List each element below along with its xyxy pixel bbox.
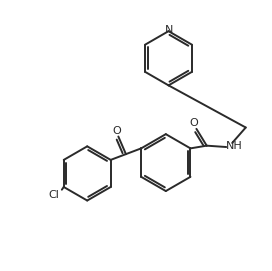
Text: Cl: Cl — [49, 190, 60, 199]
Text: N: N — [165, 25, 173, 35]
Text: NH: NH — [226, 141, 243, 151]
Text: O: O — [113, 125, 121, 136]
Text: O: O — [189, 118, 198, 128]
